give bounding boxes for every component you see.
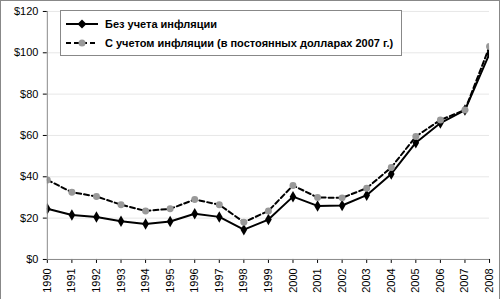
svg-text:$60: $60	[20, 129, 38, 141]
svg-text:$120: $120	[14, 5, 38, 17]
svg-text:2008: 2008	[483, 268, 495, 292]
svg-text:2003: 2003	[360, 268, 372, 292]
svg-text:2007: 2007	[458, 268, 470, 292]
html-text:С учетом инфляции (в постоянны: С учетом инфляции (в постоянных долларах…	[105, 36, 394, 49]
svg-text:2000: 2000	[286, 268, 298, 292]
svg-text:1999: 1999	[262, 268, 274, 292]
svg-text:$20: $20	[20, 212, 38, 224]
svg-text:2006: 2006	[434, 268, 446, 292]
svg-text:1995: 1995	[164, 268, 176, 292]
svg-text:$80: $80	[20, 88, 38, 100]
svg-text:1998: 1998	[237, 268, 249, 292]
svg-text:$0: $0	[26, 253, 38, 265]
svg-text:$40: $40	[20, 170, 38, 182]
svg-text:2005: 2005	[409, 268, 421, 292]
svg-text:2001: 2001	[311, 268, 323, 292]
svg-text:1994: 1994	[139, 268, 151, 292]
html-text:Без учета инфляции: Без учета инфляции	[105, 17, 217, 30]
svg-text:1993: 1993	[115, 268, 127, 292]
svg-text:$100: $100	[14, 46, 38, 58]
svg-text:1997: 1997	[213, 268, 225, 292]
svg-text:1992: 1992	[90, 268, 102, 292]
svg-text:2002: 2002	[336, 268, 348, 292]
svg-text:1996: 1996	[188, 268, 200, 292]
svg-text:1990: 1990	[41, 268, 53, 292]
svg-text:1991: 1991	[65, 268, 77, 292]
svg-text:2004: 2004	[385, 268, 397, 292]
